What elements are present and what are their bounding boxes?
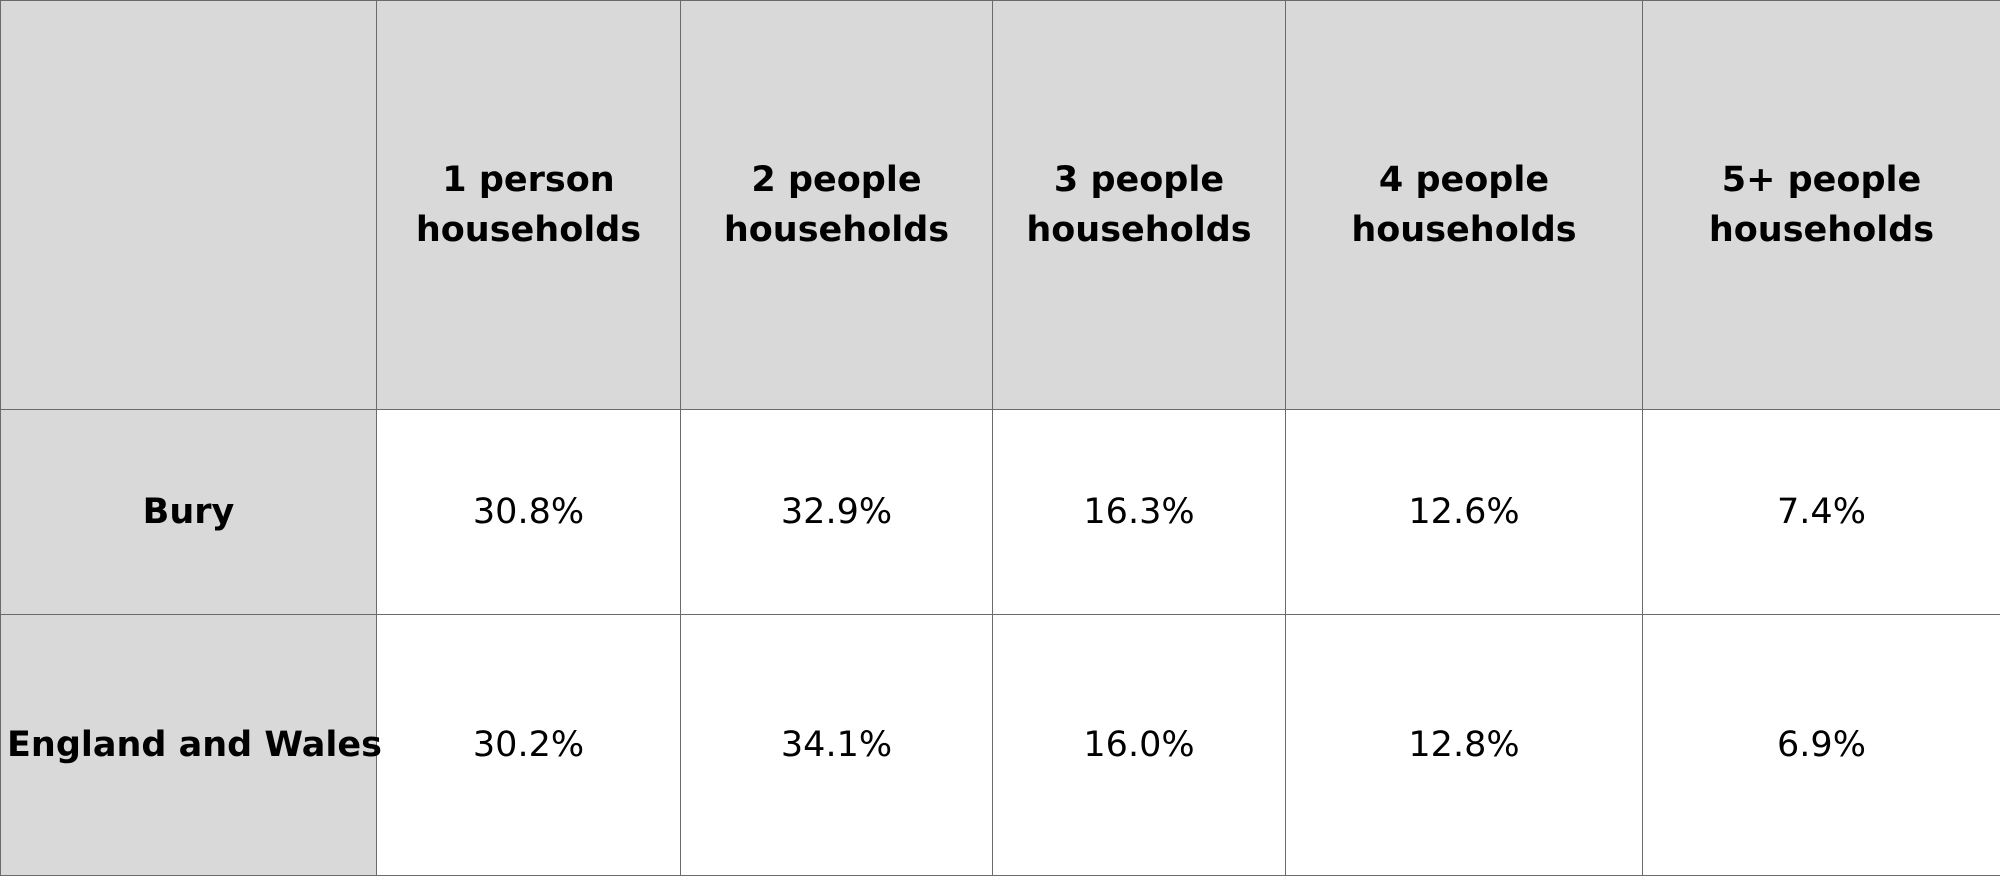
table-row-england-and-wales: England and Wales 30.2% 34.1% 16.0% 12.8… (1, 615, 2000, 876)
column-header-line: households (724, 210, 949, 250)
table-cell: 12.8% (1286, 615, 1643, 876)
column-header-5-plus-people: 5+ people households (1643, 1, 2000, 410)
column-header-2-people: 2 people households (681, 1, 993, 410)
column-header-1-person: 1 person households (377, 1, 681, 410)
header-row: 1 person households 2 people households … (1, 1, 2000, 410)
table-cell: 34.1% (681, 615, 993, 876)
table-cell: 16.3% (993, 410, 1286, 615)
corner-cell (1, 1, 377, 410)
column-header-line: households (1709, 210, 1934, 250)
table-cell: 6.9% (1643, 615, 2000, 876)
column-header-line: 5+ people (1722, 160, 1922, 200)
column-header-line: 3 people (1054, 160, 1224, 200)
table-cell: 30.8% (377, 410, 681, 615)
row-header-england-and-wales: England and Wales (1, 615, 377, 876)
row-header-bury: Bury (1, 410, 377, 615)
column-header-line: households (1351, 210, 1576, 250)
table-row-bury: Bury 30.8% 32.9% 16.3% 12.6% 7.4% (1, 410, 2000, 615)
table-cell: 32.9% (681, 410, 993, 615)
column-header-line: 2 people (751, 160, 921, 200)
table-cell: 7.4% (1643, 410, 2000, 615)
column-header-4-people: 4 people households (1286, 1, 1643, 410)
column-header-line: 1 person (442, 160, 614, 200)
table-cell: 30.2% (377, 615, 681, 876)
column-header-line: 4 people (1379, 160, 1549, 200)
column-header-line: households (1026, 210, 1251, 250)
table-cell: 16.0% (993, 615, 1286, 876)
column-header-3-people: 3 people households (993, 1, 1286, 410)
column-header-line: households (416, 210, 641, 250)
table-cell: 12.6% (1286, 410, 1643, 615)
